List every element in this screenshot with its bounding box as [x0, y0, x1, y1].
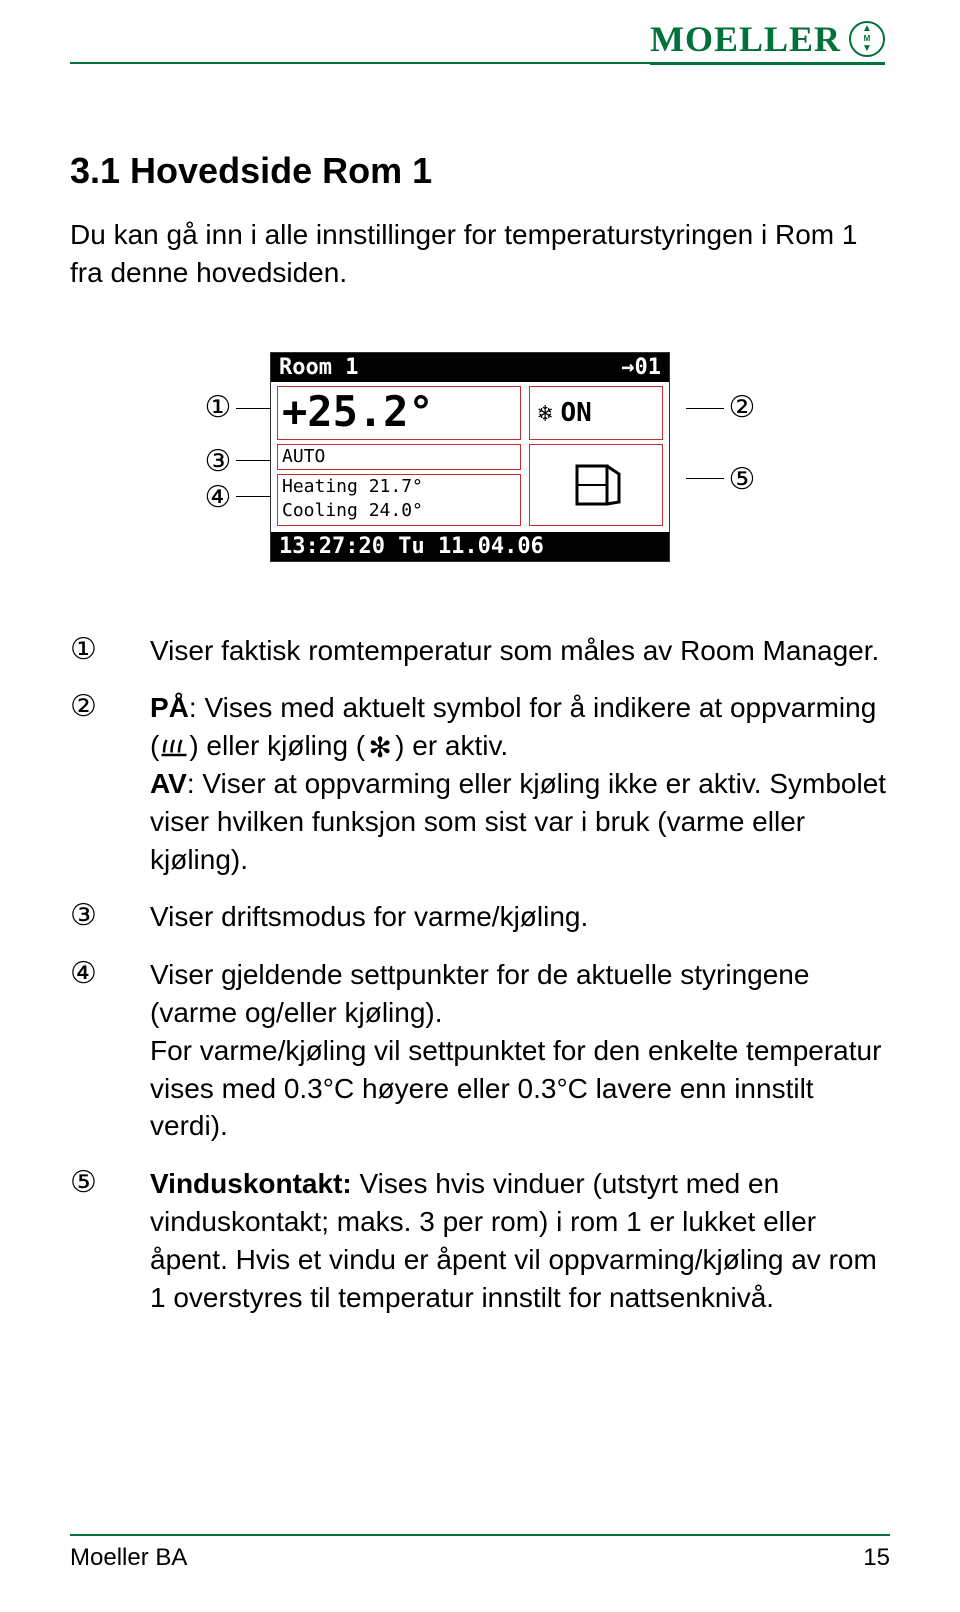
item-num: ②: [70, 689, 110, 878]
lcd-status: ❄ ON: [529, 386, 663, 440]
lcd-heating: Heating 21.7°: [282, 475, 520, 499]
item-body: Viser driftsmodus for varme/kjøling.: [150, 898, 588, 936]
lcd-title-left: Room 1: [279, 355, 358, 380]
item-num: ④: [70, 956, 110, 1145]
lcd-screen: Room 1 →01 +25.2° ❄ ON AUTO Heating 21.7…: [270, 352, 670, 562]
brand-text: MOELLER: [650, 18, 841, 60]
lcd-title-right: →01: [621, 355, 661, 380]
lcd-title-bar: Room 1 →01: [271, 353, 669, 382]
lcd-diagram: ① ③ ④ ② ⑤ Room 1 →01 +25.2° ❄: [70, 352, 890, 582]
list-item: ③ Viser driftsmodus for varme/kjøling.: [70, 898, 890, 936]
window-icon: [571, 460, 621, 510]
item-body: Vinduskontakt: Vises hvis vinduer (utsty…: [150, 1165, 890, 1316]
lcd-time-bar: 13:27:20 Tu 11.04.06: [271, 532, 669, 561]
callout-1: ①: [200, 390, 236, 425]
lcd-mode: AUTO: [277, 444, 521, 470]
footer: Moeller BA 15: [70, 1534, 890, 1572]
brand-badge-icon: ▲M▼: [849, 21, 885, 57]
footer-left: Moeller BA: [70, 1544, 187, 1572]
item-body: Viser gjeldende settpunkter for de aktue…: [150, 956, 890, 1145]
callout-2: ②: [724, 390, 760, 425]
callout-5: ⑤: [724, 462, 760, 497]
description-list: ① Viser faktisk romtemperatur som måles …: [70, 632, 890, 1317]
intro-text: Du kan gå inn i alle innstillinger for t…: [70, 216, 890, 292]
list-item: ① Viser faktisk romtemperatur som måles …: [70, 632, 890, 670]
snowflake-icon: ❄: [538, 399, 552, 427]
footer-page: 15: [863, 1544, 890, 1572]
page-title: 3.1 Hovedside Rom 1: [70, 150, 890, 192]
item-body: PÅ: Vises med aktuelt symbol for å indik…: [150, 689, 890, 878]
lcd-cooling: Cooling 24.0°: [282, 499, 520, 523]
item-num: ③: [70, 898, 110, 936]
lcd-window: [529, 444, 663, 526]
list-item: ⑤ Vinduskontakt: Vises hvis vinduer (uts…: [70, 1165, 890, 1316]
item-num: ⑤: [70, 1165, 110, 1316]
lcd-time: 13:27:20 Tu 11.04.06: [279, 534, 544, 559]
item-body: Viser faktisk romtemperatur som måles av…: [150, 632, 879, 670]
list-item: ② PÅ: Vises med aktuelt symbol for å ind…: [70, 689, 890, 878]
list-item: ④ Viser gjeldende settpunkter for de akt…: [70, 956, 890, 1145]
brand-logo: MOELLER ▲M▼: [650, 18, 885, 65]
lcd-setpoints: Heating 21.7° Cooling 24.0°: [277, 474, 521, 526]
callout-3: ③: [200, 444, 236, 479]
lcd-on-label: ON: [560, 398, 591, 428]
lcd-temp: +25.2°: [277, 386, 521, 440]
item-num: ①: [70, 632, 110, 670]
callout-4: ④: [200, 480, 236, 515]
